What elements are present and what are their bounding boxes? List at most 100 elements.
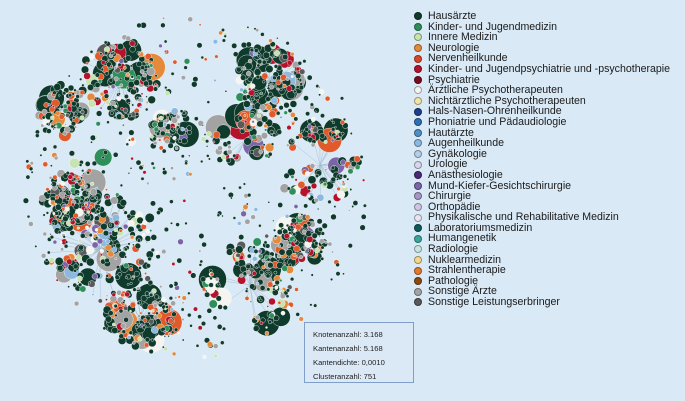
stat-row: Clusteranzahl: 751 [313, 372, 377, 381]
network-node [278, 101, 282, 105]
network-node [242, 182, 246, 186]
network-node [73, 258, 78, 262]
network-edge [229, 139, 246, 153]
network-node [331, 127, 336, 132]
network-node [75, 94, 80, 99]
network-node [342, 174, 348, 179]
network-node [127, 242, 131, 246]
network-node [294, 287, 299, 292]
network-node [175, 114, 181, 120]
network-node [339, 173, 343, 178]
network-node [129, 46, 136, 53]
network-node [114, 104, 118, 108]
network-node [158, 296, 161, 299]
network-node [209, 276, 213, 281]
network-node [119, 183, 123, 187]
network-node [180, 154, 185, 159]
network-node [283, 233, 290, 240]
network-node [272, 133, 277, 138]
network-node [101, 155, 105, 159]
network-node [239, 273, 244, 278]
network-node [319, 238, 325, 244]
network-node [294, 238, 297, 242]
network-node [126, 72, 130, 76]
network-node [160, 22, 166, 28]
network-node [67, 190, 71, 194]
network-node [77, 281, 80, 284]
network-node [164, 50, 168, 54]
network-node [84, 184, 88, 188]
legend-item: Psychiatrie [414, 74, 670, 86]
network-node [46, 128, 52, 134]
network-node [340, 159, 346, 166]
network-node [216, 287, 220, 291]
network-node [41, 108, 48, 115]
network-node [113, 65, 118, 70]
network-node [302, 223, 308, 229]
network-node [138, 277, 144, 282]
network-node [284, 214, 290, 219]
network-node [142, 170, 147, 175]
legend-label: Nuklearmedizin [428, 253, 502, 266]
legend-swatch [414, 213, 422, 222]
network-node [283, 110, 288, 115]
network-node [177, 295, 181, 299]
network-node [130, 156, 134, 161]
network-node [45, 211, 49, 215]
network-node [340, 120, 345, 125]
network-node [299, 82, 303, 86]
network-node [144, 337, 150, 343]
network-node [115, 242, 121, 249]
network-node [273, 236, 277, 240]
network-node [283, 262, 287, 265]
network-node [105, 244, 112, 252]
network-node [108, 231, 113, 236]
stat-value: 751 [363, 372, 377, 381]
network-node [267, 262, 274, 269]
network-node [91, 293, 95, 296]
network-node [130, 88, 137, 95]
network-node [72, 282, 78, 288]
network-node [42, 231, 47, 237]
network-node [66, 258, 73, 265]
network-node [289, 100, 298, 108]
network-node [340, 131, 345, 136]
network-node [49, 233, 52, 236]
network-node [291, 122, 295, 126]
network-node [55, 110, 61, 116]
legend-label: Sonstige Ärzte [428, 285, 497, 298]
network-node [104, 257, 110, 264]
network-node [320, 256, 325, 261]
network-node [71, 202, 75, 207]
legend-item: Kinder- und Jugendmedizin [414, 21, 670, 33]
network-node [163, 346, 169, 352]
network-node [124, 94, 129, 99]
network-node [302, 59, 307, 64]
network-node [168, 296, 173, 301]
network-node [52, 90, 57, 95]
legend-item: Anästhesiologie [414, 170, 670, 181]
network-node [217, 145, 223, 151]
stat-value: 0,0010 [361, 358, 385, 367]
network-node [91, 241, 99, 249]
network-node [292, 89, 297, 94]
network-node [184, 161, 188, 165]
network-node [266, 287, 271, 292]
network-node [52, 239, 58, 245]
network-node [171, 262, 176, 266]
network-node [256, 99, 259, 102]
network-node [104, 51, 109, 56]
network-node [112, 244, 116, 248]
network-node [79, 115, 85, 121]
network-node [153, 294, 159, 300]
network-node [253, 248, 259, 254]
network-node [255, 74, 261, 80]
network-node [276, 261, 284, 269]
network-node [199, 259, 204, 264]
legend-swatch [414, 107, 422, 116]
network-node [273, 270, 278, 275]
network-node [286, 143, 290, 147]
network-node [62, 215, 69, 222]
network-node [163, 330, 167, 334]
network-node [309, 303, 313, 307]
